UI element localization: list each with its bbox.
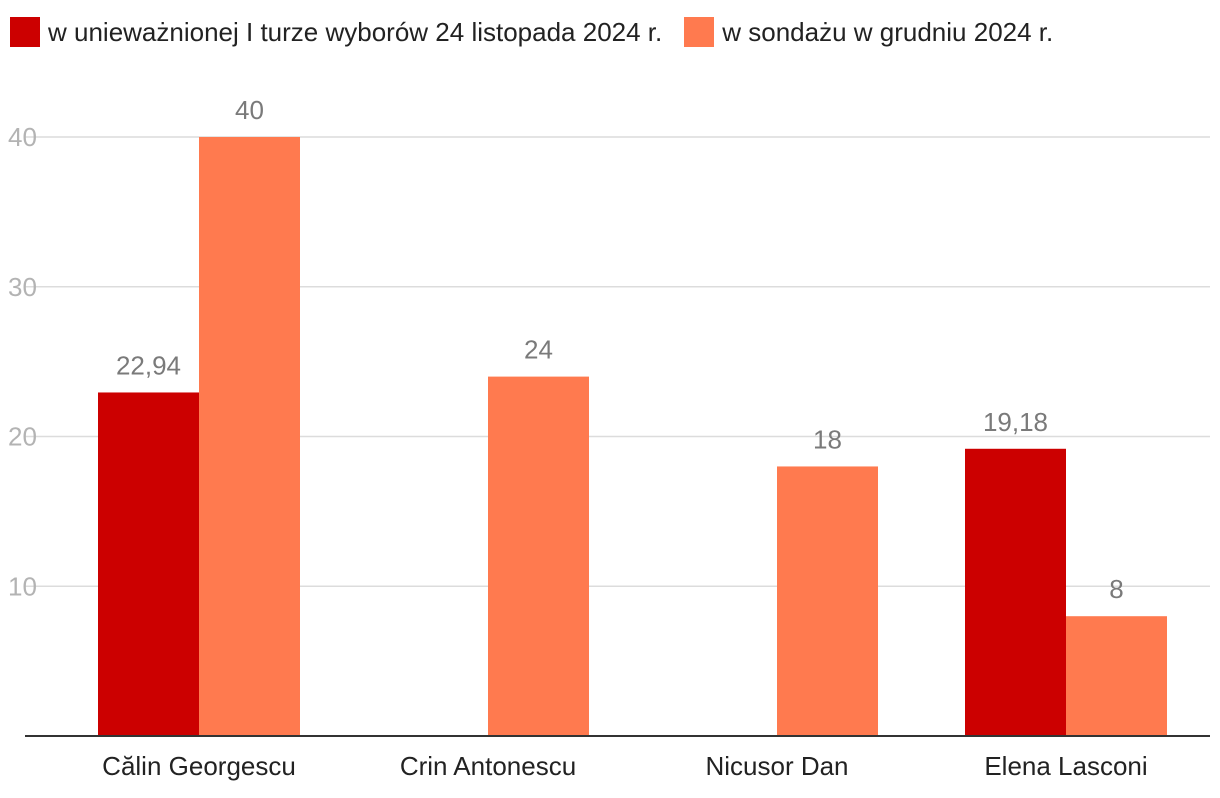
- data-label: 18: [813, 424, 842, 454]
- y-tick-label: 20: [8, 422, 37, 452]
- bar: [1066, 616, 1167, 736]
- chart-legend: w unieważnionej I turze wyborów 24 listo…: [10, 14, 1075, 50]
- data-label: 24: [524, 335, 553, 365]
- bar: [199, 137, 300, 736]
- bars: [98, 137, 1167, 736]
- data-label: 19,18: [983, 407, 1048, 437]
- y-axis-ticks: 10 20 30 40: [8, 122, 37, 601]
- legend-label-poll: w sondażu w grudniu 2024 r.: [722, 16, 1054, 47]
- data-label: 22,94: [116, 350, 181, 380]
- legend-swatch-election: [10, 17, 40, 47]
- bar: [488, 376, 589, 736]
- bar: [965, 448, 1066, 736]
- category-label: Elena Lasconi: [984, 751, 1147, 781]
- data-label: 40: [235, 95, 264, 125]
- y-tick-label: 10: [8, 571, 37, 601]
- legend-item-poll: w sondażu w grudniu 2024 r.: [684, 17, 1053, 48]
- category-label: Călin Georgescu: [102, 751, 296, 781]
- data-labels: 22,94 19,18 40 24 18 8: [116, 95, 1124, 604]
- x-axis-categories: Călin Georgescu Crin Antonescu Nicusor Dan…: [102, 751, 1148, 781]
- legend-label-election: w unieważnionej I turze wyborów 24 listo…: [48, 16, 663, 47]
- category-label: Crin Antonescu: [400, 751, 576, 781]
- legend-swatch-poll: [684, 17, 715, 47]
- bar: [777, 466, 878, 736]
- data-label: 8: [1109, 574, 1123, 604]
- bar: [98, 392, 199, 736]
- y-tick-label: 30: [8, 272, 37, 302]
- y-tick-label: 40: [8, 122, 37, 152]
- legend-item-election: w unieważnionej I turze wyborów 24 listo…: [10, 17, 662, 48]
- category-label: Nicusor Dan: [705, 751, 848, 781]
